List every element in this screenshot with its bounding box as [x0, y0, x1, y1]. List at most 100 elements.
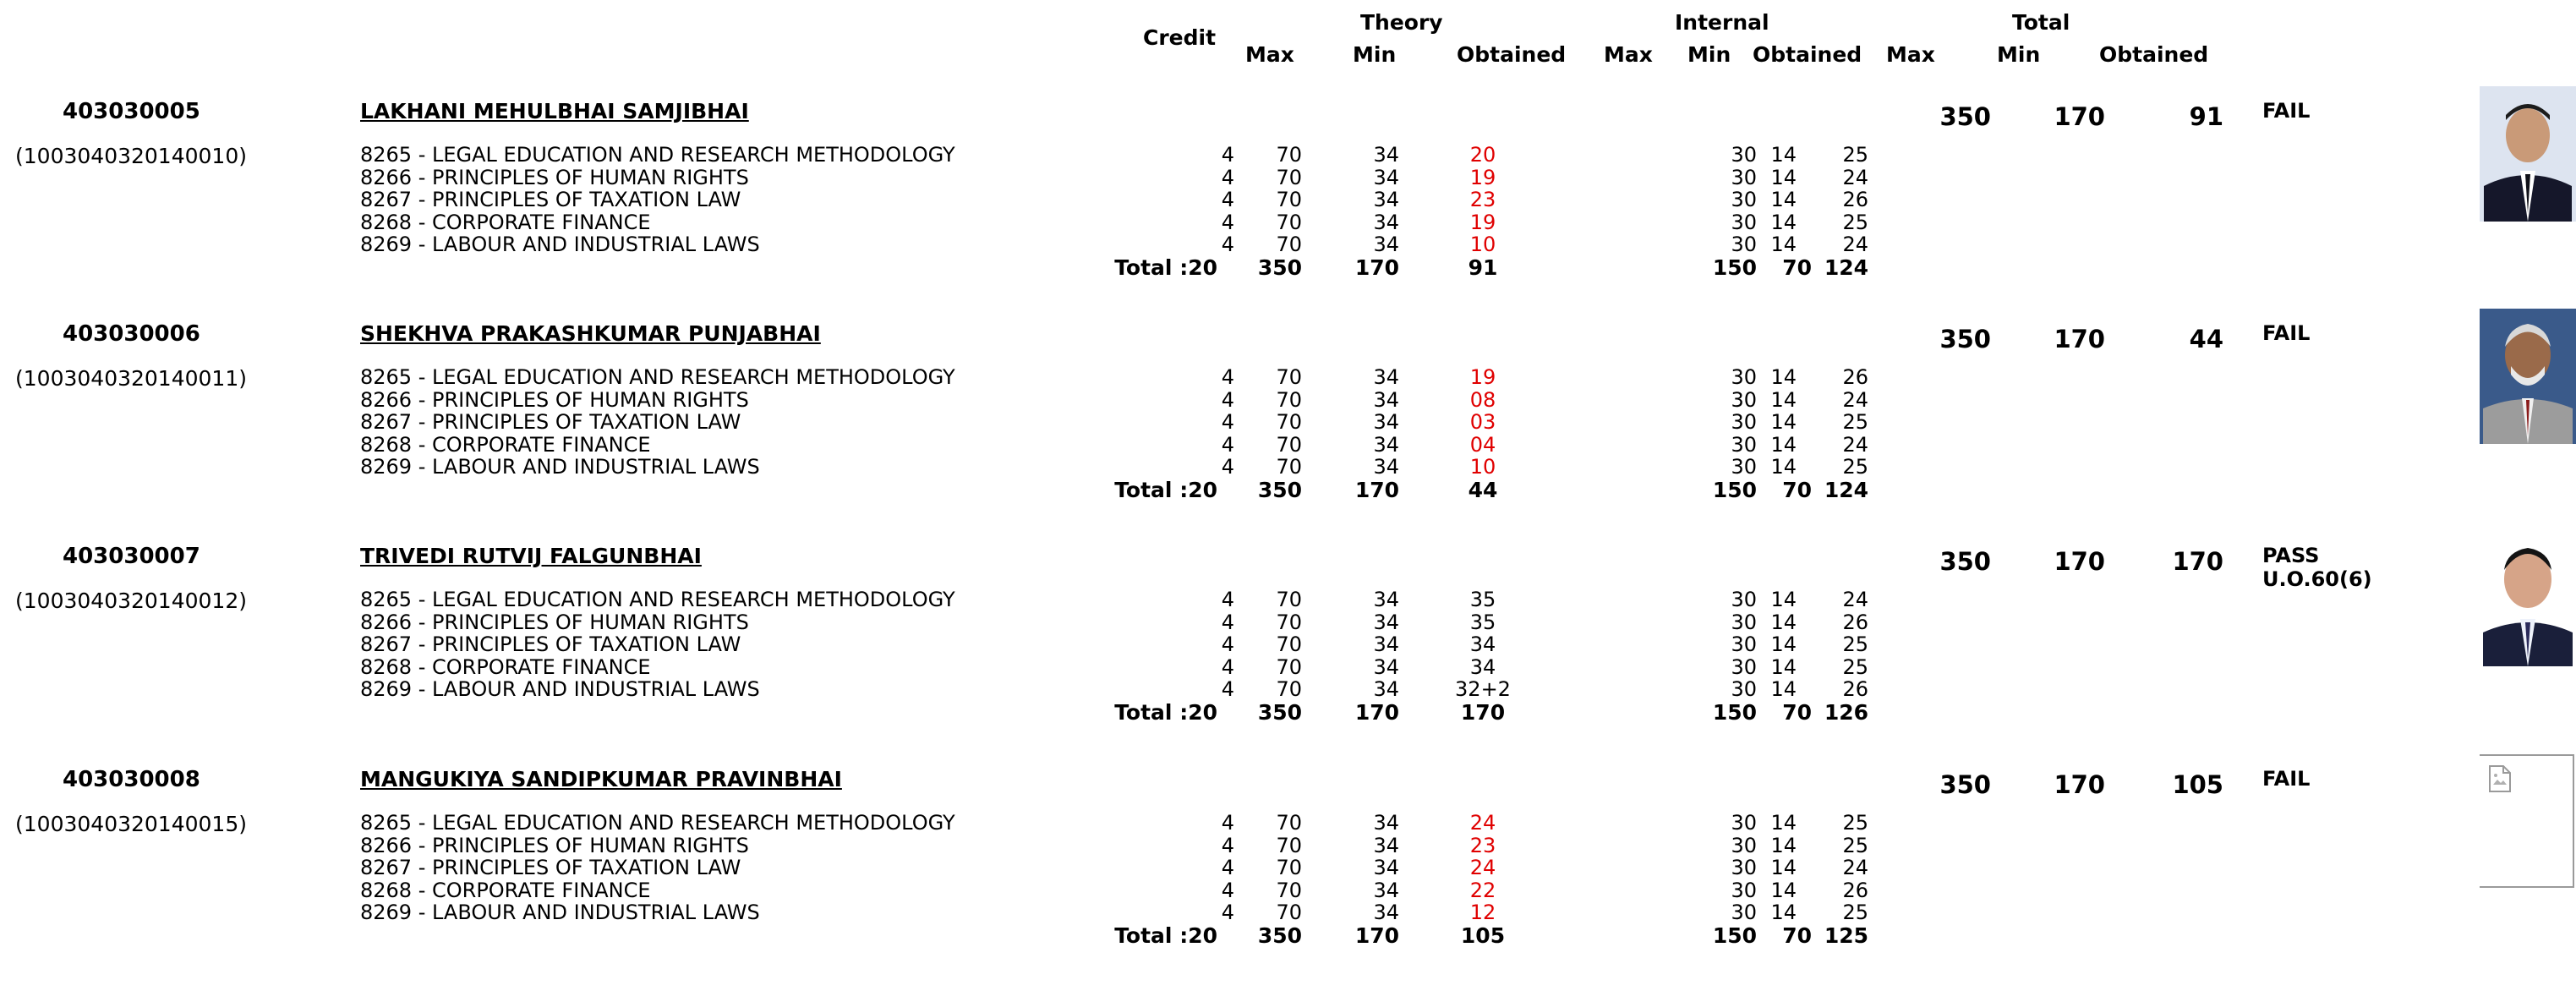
result-label: FAIL [2262, 321, 2311, 345]
subject-row: 8269 - LABOUR AND INDUSTRIAL LAWS 4 70 34 12… [0, 901, 1944, 924]
grand-total-min: 170 [2054, 547, 2105, 576]
internal-min-value: 14 [1770, 610, 1797, 634]
student-block: 403030008 (1003040320140015) MANGUKIYA SAN… [0, 754, 2576, 991]
header-theory: Theory [1360, 10, 1443, 35]
credit-value: 4 [1221, 455, 1234, 479]
internal-obtained-value: 26 [1842, 878, 1868, 902]
total-internal-min: 70 [1782, 477, 1812, 502]
broken-image-icon [2489, 765, 2511, 792]
theory-max-value: 70 [1276, 901, 1302, 925]
theory-obtained-value: 19 [1469, 165, 1496, 189]
theory-min-value: 34 [1373, 165, 1399, 189]
theory-obtained-value: 32+2 [1455, 677, 1511, 702]
theory-obtained-value: 03 [1469, 410, 1496, 435]
total-theory-obtained: 170 [1460, 699, 1506, 725]
theory-obtained-value: 35 [1469, 588, 1496, 611]
subject-name: 8268 - CORPORATE FINANCE [360, 210, 651, 234]
internal-min-value: 14 [1770, 677, 1797, 702]
credit-value: 4 [1221, 632, 1234, 657]
internal-obtained-value: 25 [1842, 833, 1868, 857]
theory-max-value: 70 [1276, 811, 1302, 835]
credit-value: 4 [1221, 210, 1234, 234]
credit-value: 4 [1221, 901, 1234, 925]
header-internal-min: Min [1687, 42, 1731, 67]
internal-max-value: 30 [1731, 878, 1757, 902]
total-internal-min: 70 [1782, 699, 1812, 725]
theory-max-value: 70 [1276, 210, 1302, 234]
internal-min-value: 14 [1770, 833, 1797, 857]
theory-min-value: 34 [1373, 387, 1399, 412]
total-internal-obtained: 124 [1824, 477, 1868, 502]
result-label: FAIL [2262, 99, 2311, 123]
theory-obtained-value: 34 [1469, 632, 1496, 657]
internal-max-value: 30 [1731, 432, 1757, 457]
credit-value: 4 [1221, 610, 1234, 634]
internal-min-value: 14 [1770, 387, 1797, 412]
theory-obtained-value: 12 [1469, 901, 1496, 925]
subject-row: 8267 - PRINCIPLES OF TAXATION LAW 4 70 34 34… [0, 633, 1944, 656]
total-credit-label: Total :20 [1114, 255, 1217, 280]
seat-number: 403030006 [63, 321, 200, 347]
internal-min-value: 14 [1770, 654, 1797, 679]
credit-value: 4 [1221, 856, 1234, 880]
theory-max-value: 70 [1276, 432, 1302, 457]
total-theory-max: 350 [1257, 477, 1302, 502]
internal-min-value: 14 [1770, 143, 1797, 167]
subject-table: 8265 - LEGAL EDUCATION AND RESEARCH METH… [0, 366, 1944, 502]
theory-max-value: 70 [1276, 165, 1302, 189]
grand-total-min: 170 [2054, 102, 2105, 131]
internal-obtained-value: 25 [1842, 143, 1868, 167]
theory-min-value: 34 [1373, 432, 1399, 457]
subject-total-row: Total :20 350 170 91 150 70 124 [0, 255, 1944, 280]
theory-max-value: 70 [1276, 387, 1302, 412]
total-theory-min: 170 [1354, 923, 1399, 948]
subject-row: 8265 - LEGAL EDUCATION AND RESEARCH METH… [0, 589, 1944, 611]
internal-obtained-value: 25 [1842, 632, 1868, 657]
student-block: 403030006 (1003040320140011) SHEKHVA PRAKA… [0, 309, 2576, 545]
internal-obtained-value: 25 [1842, 410, 1868, 435]
subject-name: 8269 - LABOUR AND INDUSTRIAL LAWS [360, 455, 760, 479]
subject-table: 8265 - LEGAL EDUCATION AND RESEARCH METH… [0, 812, 1944, 948]
internal-min-value: 14 [1770, 188, 1797, 212]
subject-row: 8267 - PRINCIPLES OF TAXATION LAW 4 70 34 23… [0, 189, 1944, 211]
subject-table: 8265 - LEGAL EDUCATION AND RESEARCH METH… [0, 144, 1944, 280]
subject-name: 8265 - LEGAL EDUCATION AND RESEARCH METH… [360, 811, 955, 835]
subject-name: 8267 - PRINCIPLES OF TAXATION LAW [360, 188, 741, 212]
theory-max-value: 70 [1276, 365, 1302, 389]
theory-max-value: 70 [1276, 632, 1302, 657]
header-total-obtained: Obtained [2099, 42, 2209, 67]
grand-total-max: 350 [1939, 770, 1991, 799]
total-internal-obtained: 124 [1824, 255, 1868, 280]
credit-value: 4 [1221, 143, 1234, 167]
student-block: 403030007 (1003040320140012) TRIVEDI RUTVI… [0, 531, 2576, 768]
internal-obtained-value: 26 [1842, 188, 1868, 212]
internal-max-value: 30 [1731, 632, 1757, 657]
total-internal-max: 150 [1712, 477, 1757, 502]
theory-obtained-value: 24 [1469, 811, 1496, 835]
theory-obtained-value: 19 [1469, 365, 1496, 389]
internal-min-value: 14 [1770, 455, 1797, 479]
credit-value: 4 [1221, 432, 1234, 457]
grand-total-max: 350 [1939, 325, 1991, 353]
seat-number: 403030005 [63, 99, 200, 124]
internal-min-value: 14 [1770, 365, 1797, 389]
subject-row: 8268 - CORPORATE FINANCE 4 70 34 04 30 14 24 [0, 434, 1944, 457]
total-theory-obtained: 44 [1468, 477, 1498, 502]
grand-total-obtained: 170 [2172, 547, 2223, 576]
theory-max-value: 70 [1276, 455, 1302, 479]
result-status: FAIL [2262, 321, 2310, 345]
internal-max-value: 30 [1731, 654, 1757, 679]
theory-min-value: 34 [1373, 143, 1399, 167]
theory-max-value: 70 [1276, 856, 1302, 880]
total-internal-max: 150 [1712, 699, 1757, 725]
subject-name: 8267 - PRINCIPLES OF TAXATION LAW [360, 632, 741, 657]
result-label: PASS [2262, 544, 2320, 567]
subject-row: 8267 - PRINCIPLES OF TAXATION LAW 4 70 34 24… [0, 857, 1944, 879]
internal-obtained-value: 24 [1842, 432, 1868, 457]
total-internal-min: 70 [1782, 923, 1812, 948]
total-theory-max: 350 [1257, 255, 1302, 280]
grand-total-obtained: 44 [2189, 325, 2223, 353]
header-theory-max: Max [1245, 42, 1294, 67]
credit-value: 4 [1221, 387, 1234, 412]
theory-min-value: 34 [1373, 856, 1399, 880]
